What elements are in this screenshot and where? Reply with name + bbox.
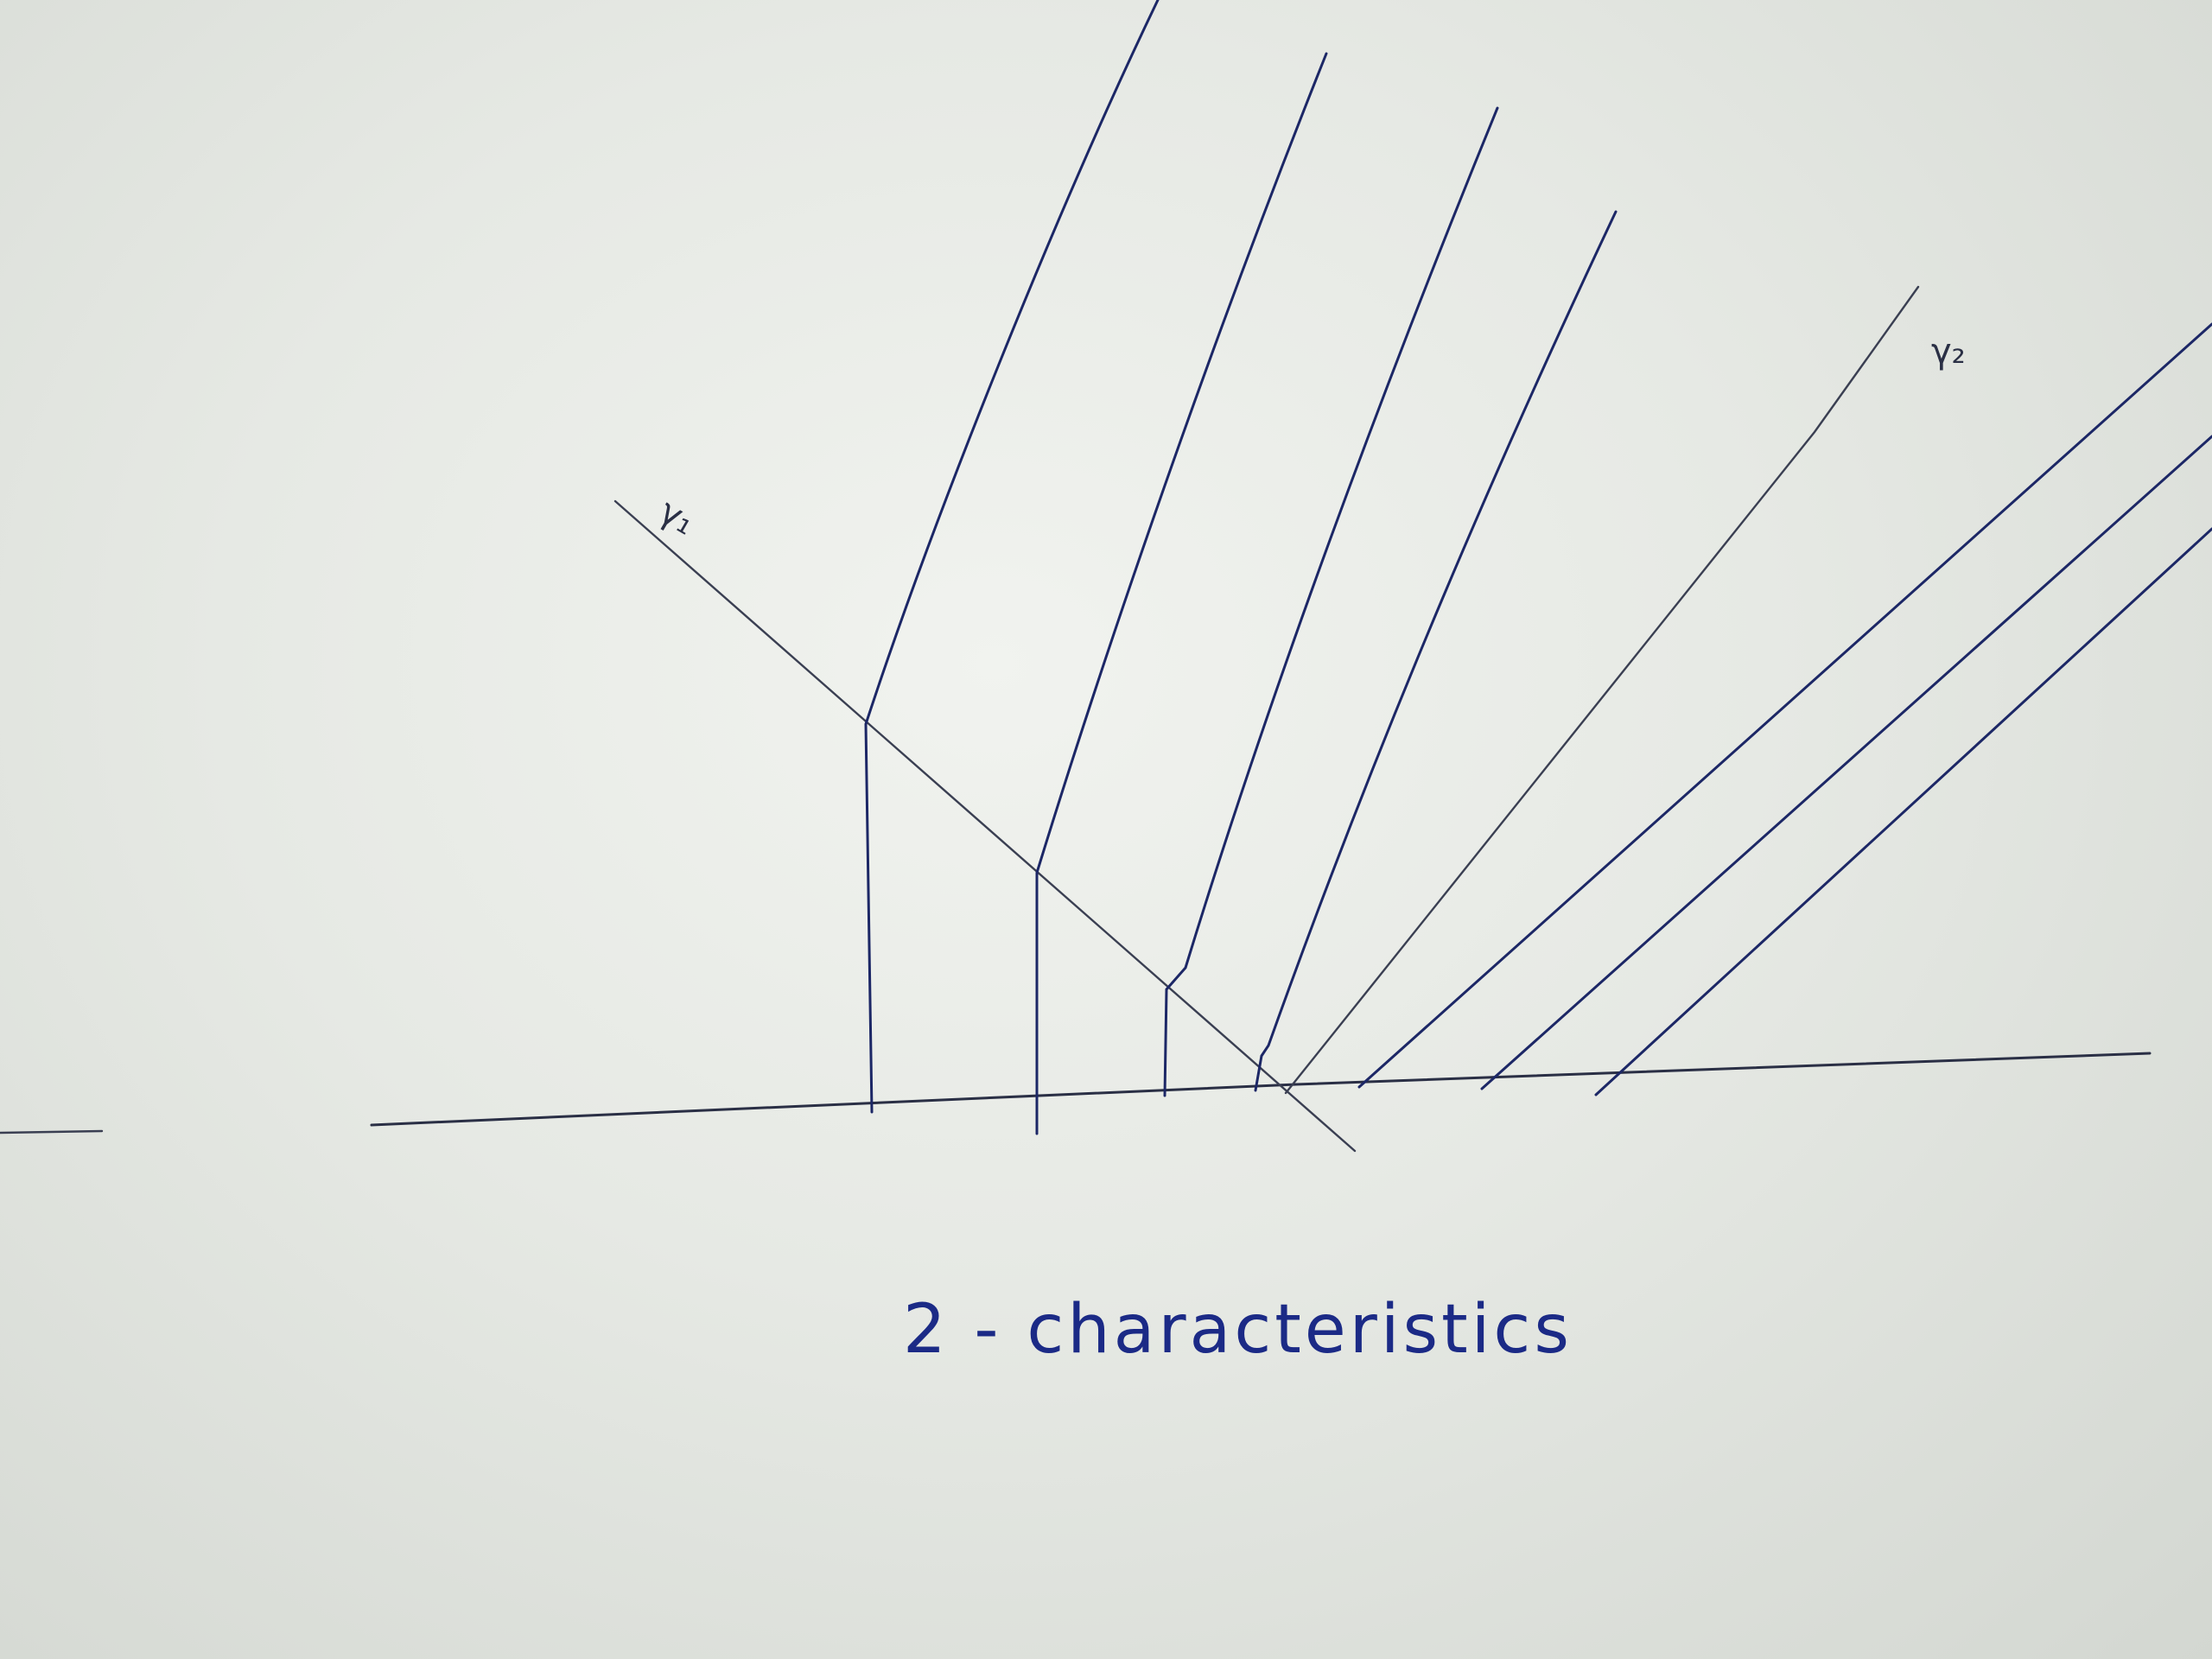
characteristic-line [1357, 322, 2212, 1089]
characteristic-line [1035, 52, 1328, 1135]
gamma2-label: γ₂ [1931, 332, 1966, 372]
characteristic-line [1163, 106, 1499, 1097]
gamma1-label: γ₁ [652, 492, 702, 543]
characteristic-line [1254, 210, 1618, 1092]
characteristic-line [1594, 527, 2212, 1096]
gamma1-curve [613, 499, 1357, 1153]
characteristic-line [1480, 435, 2212, 1090]
gamma2-curve [1284, 285, 1920, 1095]
caption-text: 2 - characteristics [903, 1291, 1573, 1369]
stray-mark [0, 1129, 104, 1135]
characteristic-line [864, 0, 1160, 1114]
x-axis-line [370, 1052, 2152, 1127]
